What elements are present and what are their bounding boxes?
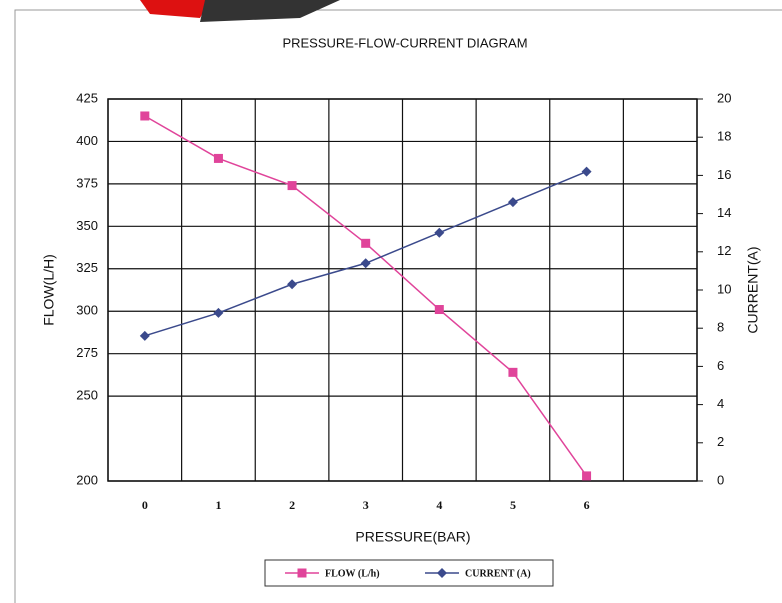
y-tick-label: 300 — [76, 303, 98, 318]
y2-tick-label: 16 — [717, 167, 731, 182]
chart: PRESSURE-FLOW-CURRENT DIAGRAM PRESSURE(B… — [0, 0, 782, 603]
y2-tick-label: 8 — [717, 320, 724, 335]
y2-tick-label: 14 — [717, 205, 731, 220]
x-axis-label: PRESSURE(BAR) — [355, 529, 470, 545]
y2-axis-label: CURRENT(A) — [745, 246, 761, 333]
legend-marker — [298, 569, 307, 578]
x-tick-label: 2 — [289, 498, 295, 512]
legend-label: FLOW (L/h) — [325, 568, 380, 579]
y-tick-label: 425 — [76, 90, 98, 105]
y-tick-label: 325 — [76, 260, 98, 275]
legend-label: CURRENT (A) — [465, 568, 531, 579]
y-axis-label: FLOW(L/H) — [41, 254, 57, 326]
y-tick-label: 350 — [76, 218, 98, 233]
background — [0, 0, 782, 603]
chart-title: PRESSURE-FLOW-CURRENT DIAGRAM — [282, 35, 527, 50]
x-tick-label: 3 — [363, 498, 369, 512]
data-point — [214, 154, 223, 163]
x-tick-label: 0 — [142, 498, 148, 512]
y2-tick-label: 6 — [717, 358, 724, 373]
x-tick-label: 1 — [215, 498, 221, 512]
y-tick-label: 375 — [76, 175, 98, 190]
y2-tick-label: 0 — [717, 472, 724, 487]
x-tick-label: 5 — [510, 498, 516, 512]
x-tick-label: 4 — [436, 498, 442, 512]
y2-tick-label: 20 — [717, 90, 731, 105]
data-point — [508, 368, 517, 377]
y-tick-label: 275 — [76, 345, 98, 360]
y2-tick-label: 18 — [717, 129, 731, 144]
y2-tick-label: 12 — [717, 243, 731, 258]
y2-tick-label: 2 — [717, 434, 724, 449]
data-point — [361, 239, 370, 248]
x-tick-label: 6 — [584, 498, 590, 512]
y2-tick-label: 10 — [717, 281, 731, 296]
data-point — [288, 181, 297, 190]
y-tick-label: 200 — [76, 472, 98, 487]
y-tick-label: 400 — [76, 133, 98, 148]
data-point — [140, 111, 149, 120]
y-tick-label: 250 — [76, 388, 98, 403]
data-point — [435, 305, 444, 314]
y2-tick-label: 4 — [717, 396, 724, 411]
data-point — [582, 471, 591, 480]
